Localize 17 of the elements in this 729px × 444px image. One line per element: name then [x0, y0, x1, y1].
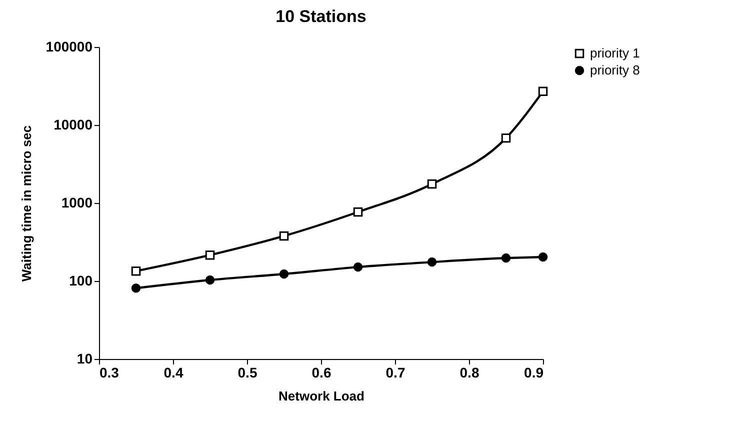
x-tick-label: 0.4 [164, 364, 184, 380]
legend-label: priority 8 [590, 62, 640, 78]
y-tick-label: 10 [76, 350, 93, 366]
y-axis-title: Waiting time in micro sec [18, 125, 34, 282]
x-tick-label: 0.5 [238, 364, 258, 380]
y-tick-label: 100000 [46, 38, 93, 54]
x-tick-label: 0.6 [312, 364, 332, 380]
x-tick-label: 0.8 [460, 364, 480, 380]
x-tick-label: 0.9 [524, 364, 544, 380]
y-tick-label: 100 [69, 272, 93, 288]
y-tick-label: 10000 [54, 116, 93, 132]
x-tick-label: 0.3 [100, 364, 120, 380]
x-tick-label: 0.7 [386, 364, 406, 380]
x-axis-title: Network Load [278, 388, 365, 404]
legend-label: priority 1 [590, 46, 640, 60]
chart-title: 10 Stations [276, 7, 366, 26]
y-tick-label: 1000 [61, 194, 93, 210]
